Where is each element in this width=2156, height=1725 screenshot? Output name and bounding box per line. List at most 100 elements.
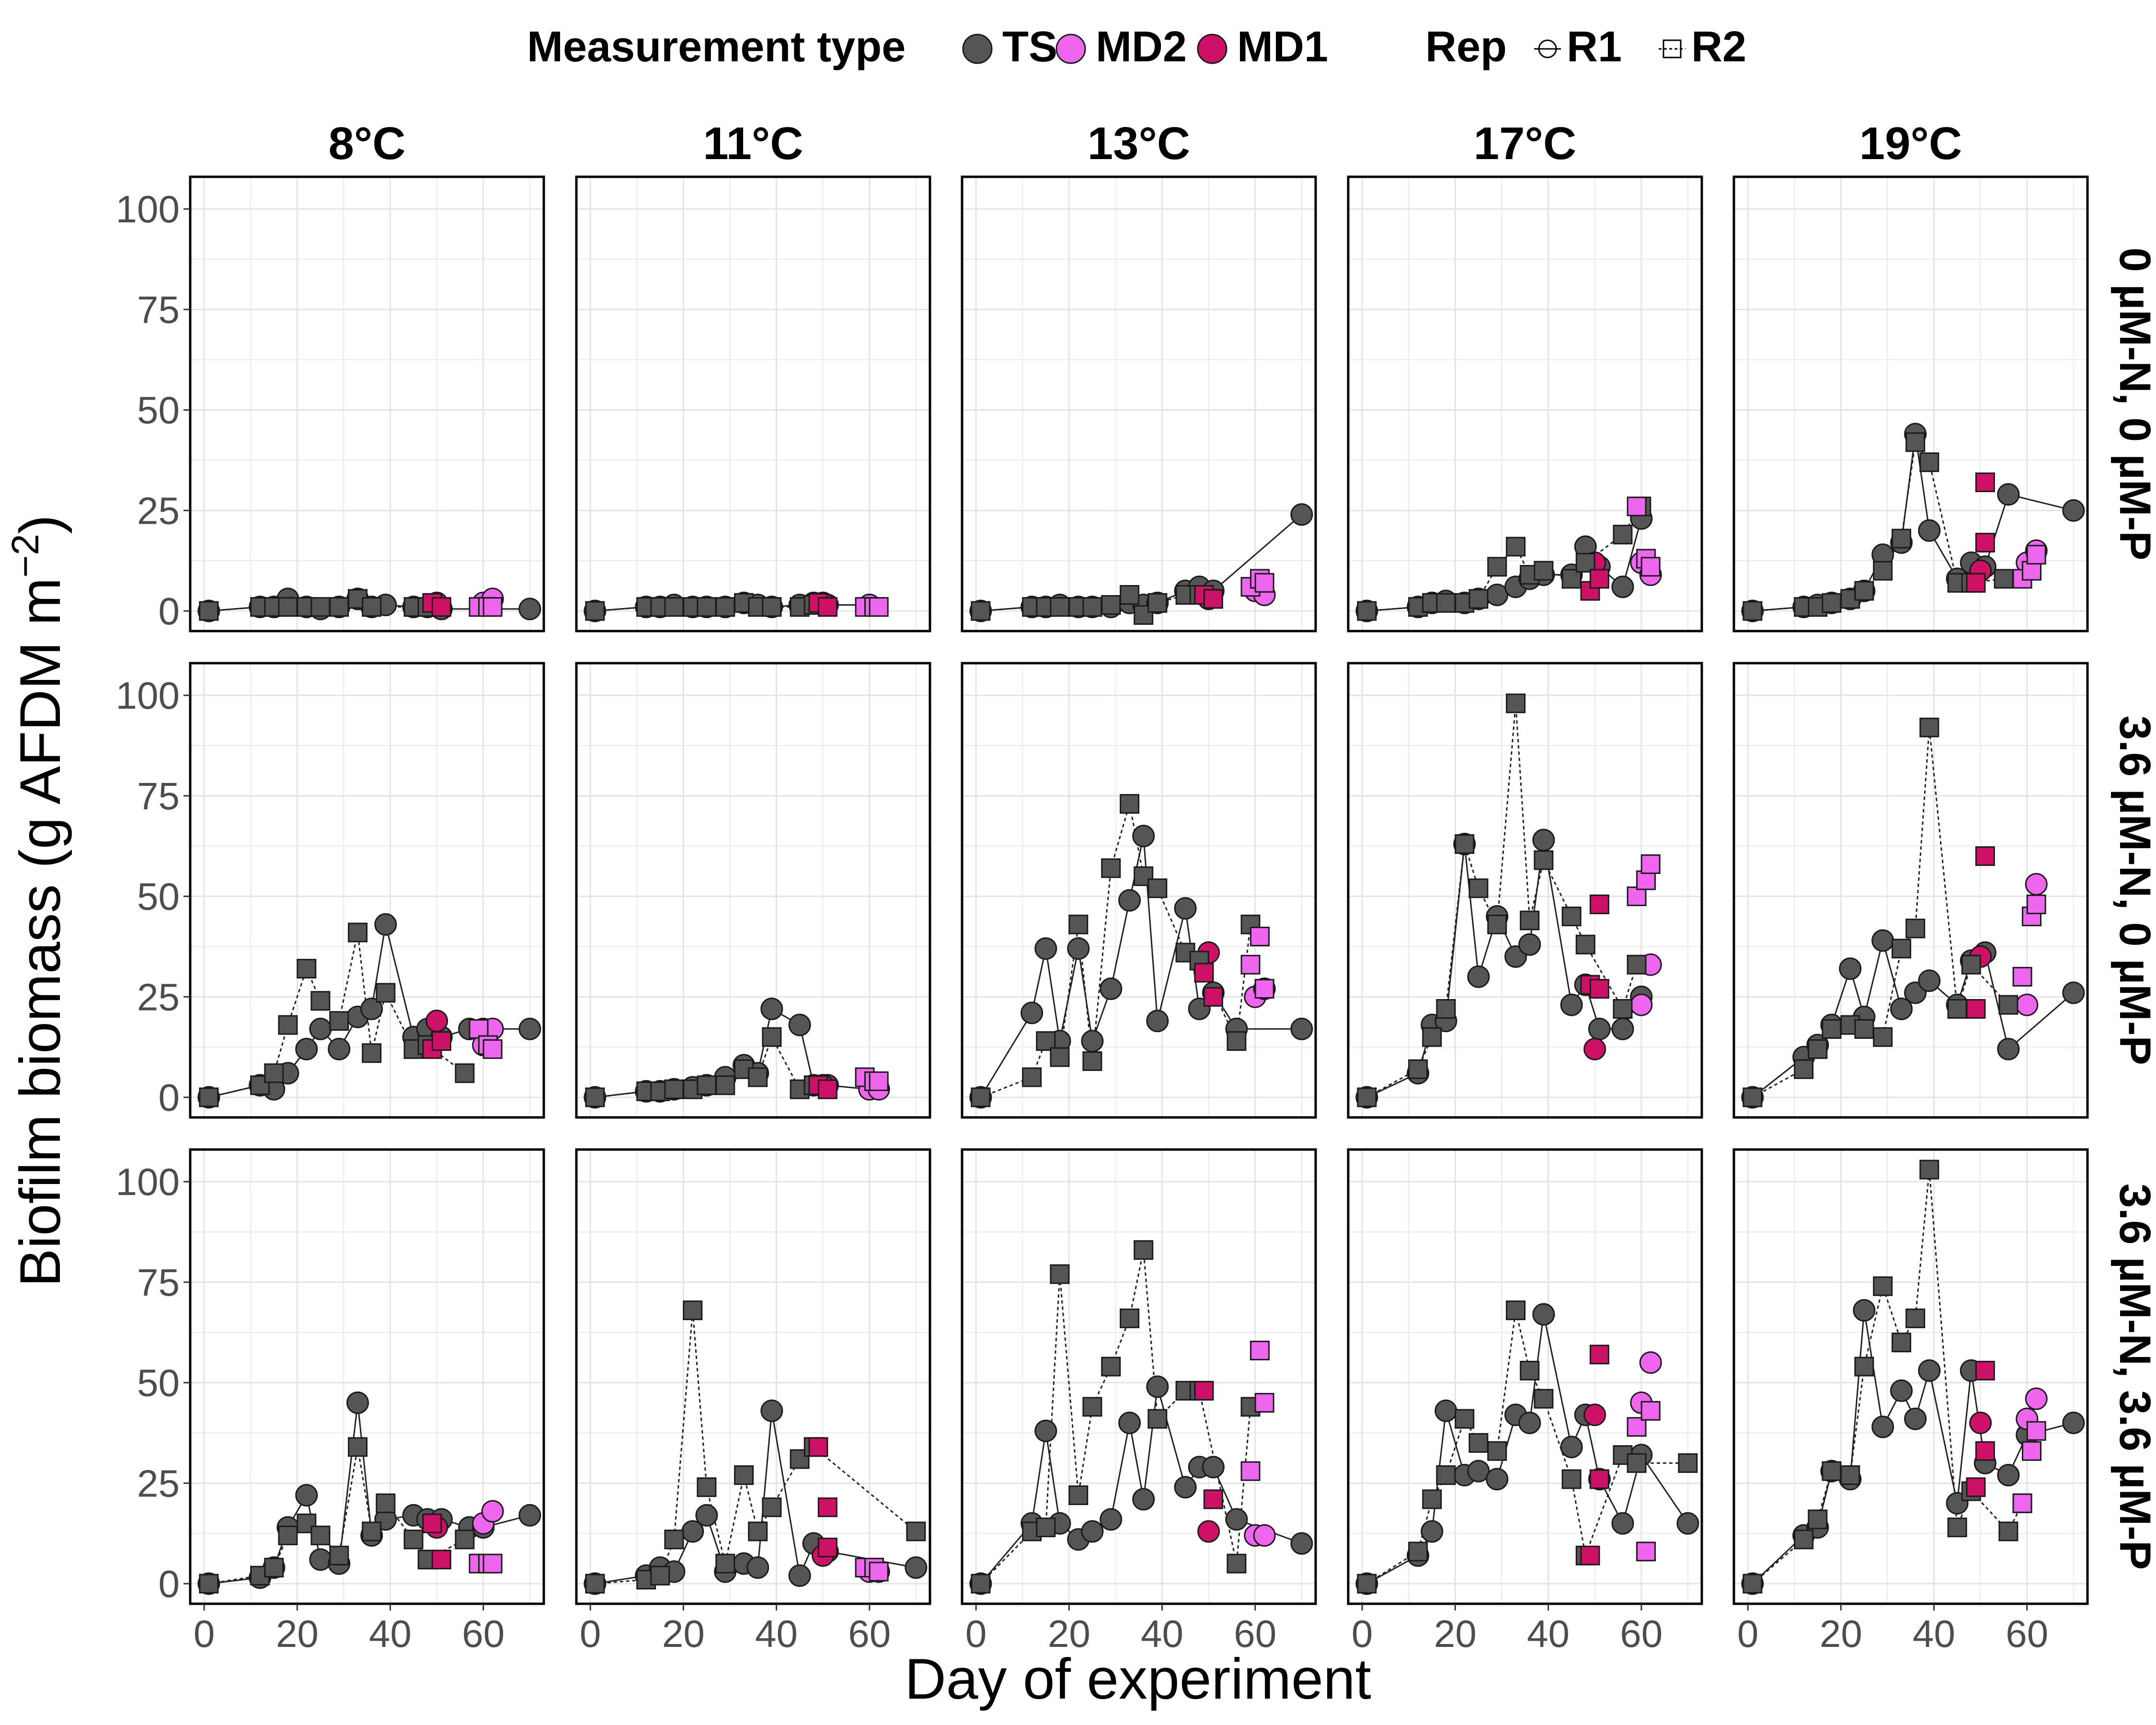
data-point-ts (1611, 1512, 1634, 1535)
data-point-ts (1808, 1039, 1828, 1059)
data-point-md2 (1627, 1417, 1647, 1437)
data-point-md1 (817, 1538, 837, 1558)
data-point-md2 (1640, 854, 1661, 874)
data-point-ts (748, 1521, 768, 1541)
data-point-ts (329, 1545, 349, 1565)
x-tick-label: 20 (1820, 1612, 1862, 1655)
data-point-ts (199, 1087, 219, 1107)
data-point-ts (1050, 1264, 1070, 1284)
data-point-ts (1022, 1067, 1042, 1087)
data-point-ts (1854, 1019, 1874, 1039)
y-tick-label: 100 (116, 188, 180, 230)
data-point-ts (362, 597, 382, 617)
data-point-ts (585, 601, 605, 621)
data-point-md1 (817, 1497, 837, 1518)
data-point-ts (1202, 1456, 1225, 1479)
data-point-md2 (1250, 926, 1270, 946)
data-point-ts (199, 601, 219, 621)
data-point-md1 (1589, 894, 1609, 914)
data-point-ts (1890, 997, 1913, 1020)
data-point-ts (734, 1465, 754, 1485)
column-strip-label: 11°C (703, 118, 803, 169)
x-tick-label: 0 (580, 1612, 601, 1655)
panel-border (189, 662, 545, 1119)
data-point-ts (1520, 1360, 1540, 1380)
data-point-md2 (481, 1500, 504, 1523)
y-tick-label: 0 (159, 590, 180, 632)
data-point-ts (1467, 965, 1490, 988)
data-point-ts (715, 1075, 735, 1095)
panel-r2-c3 (961, 662, 1317, 1119)
data-point-ts (374, 913, 397, 936)
legend-key-r1 (1534, 39, 1561, 58)
data-point-md2 (1254, 573, 1274, 593)
panel-border (1347, 1148, 1703, 1605)
data-point-ts (683, 1300, 703, 1321)
data-point-md2 (1627, 496, 1647, 517)
panel-border (961, 1148, 1317, 1605)
data-point-ts (348, 1437, 368, 1457)
x-tick-label: 40 (755, 1612, 798, 1655)
data-point-md2 (2021, 1441, 2041, 1461)
row-strip-label: 3.6 µM-N, 0 µM-P (2110, 715, 2156, 1065)
data-point-ts (1487, 1441, 1507, 1461)
data-point-ts (715, 1553, 735, 1574)
data-point-md1 (817, 597, 837, 617)
data-point-ts (1408, 1059, 1428, 1079)
y-tick-label: 25 (137, 489, 180, 532)
data-point-ts (346, 1392, 369, 1414)
data-point-ts (1506, 1300, 1526, 1321)
data-point-ts (329, 1011, 349, 1031)
panel-border (575, 1148, 931, 1605)
data-point-md2 (1640, 557, 1661, 577)
data-point-ts (1082, 597, 1102, 617)
data-point-ts (1743, 1087, 1763, 1107)
panel-r1-c1: 0 25 50 75 100 (116, 175, 545, 632)
data-point-ts (1588, 1017, 1611, 1040)
panel-background (1734, 1150, 2087, 1604)
panel-r3-c4: 0 20 40 60 (1347, 1148, 1703, 1655)
data-point-ts (1227, 1553, 1247, 1574)
data-point-ts (1518, 933, 1541, 956)
data-point-ts (376, 983, 396, 1003)
data-point-ts (1905, 1308, 1926, 1328)
data-point-ts (1994, 569, 2014, 589)
x-tick-label: 40 (1913, 1612, 1955, 1655)
legend-label-r2: R2 (1691, 23, 1746, 71)
data-point-ts (746, 1556, 769, 1579)
x-tick-label: 60 (462, 1612, 505, 1655)
data-point-md2 (1250, 1340, 1270, 1360)
data-point-ts (1174, 1476, 1197, 1499)
data-point-ts (1034, 1419, 1057, 1442)
data-point-ts (650, 1565, 670, 1586)
data-point-ts (1561, 907, 1582, 927)
panel-r1-c2 (575, 175, 931, 632)
data-point-ts (329, 597, 349, 617)
data-point-ts (1357, 601, 1377, 621)
data-point-ts (518, 598, 541, 621)
y-tick-label: 100 (116, 674, 180, 717)
data-point-md2 (869, 1562, 889, 1582)
data-point-md1 (1975, 1441, 1995, 1461)
y-tick-label: 0 (159, 1076, 180, 1119)
data-point-ts (1467, 1460, 1490, 1483)
data-point-ts (1132, 825, 1155, 848)
data-point-md2 (869, 1071, 889, 1091)
y-axis-title: Biofilm biomass (g AFDM m−2) (4, 515, 72, 1287)
data-point-md2 (482, 597, 503, 617)
data-point-ts (1436, 593, 1456, 613)
data-point-ts (1904, 1407, 1927, 1430)
data-point-ts (1486, 1468, 1509, 1491)
data-point-ts (760, 1399, 783, 1422)
data-point-ts (1468, 589, 1489, 609)
data-point-md1 (1975, 472, 1995, 493)
data-point-ts (1132, 1488, 1155, 1511)
data-point-ts (1468, 1433, 1489, 1453)
series-line-r2 (980, 1250, 1251, 1585)
data-point-ts (1676, 1512, 1699, 1535)
legend-key-r2 (1659, 39, 1686, 58)
data-point-ts (1146, 1375, 1169, 1398)
data-point-ts (1873, 1027, 1893, 1047)
panel-border (1732, 662, 2089, 1119)
data-point-ts (1518, 1411, 1541, 1434)
